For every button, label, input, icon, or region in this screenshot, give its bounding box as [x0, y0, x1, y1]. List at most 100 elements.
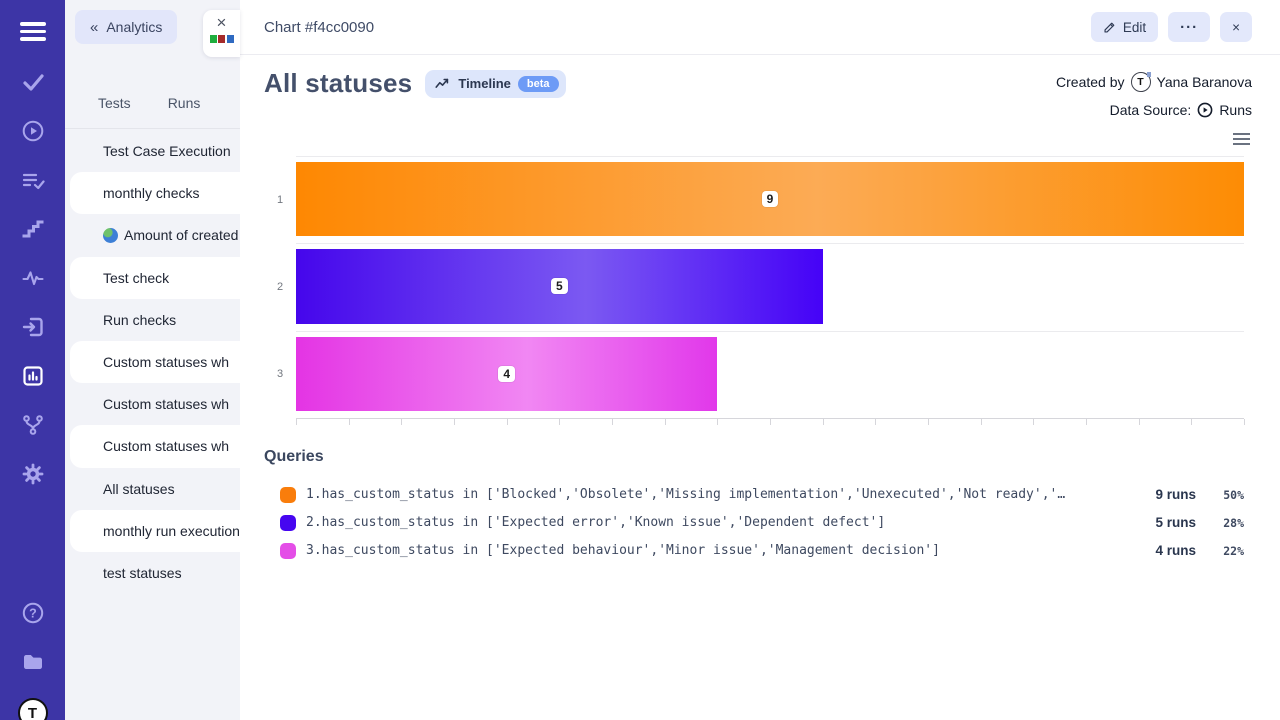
- sidebar-item-test-check[interactable]: Test check: [70, 256, 240, 299]
- chart-menu-icon[interactable]: [1231, 131, 1252, 147]
- page-title: Chart #f4cc0090: [264, 18, 375, 36]
- globe-icon: [103, 227, 118, 243]
- sidebar-item-monthly-checks[interactable]: monthly checks: [70, 172, 240, 215]
- axis-tick: [506, 418, 508, 425]
- ellipsis-icon: ···: [1180, 18, 1199, 36]
- main-header: Chart #f4cc0090 Edit ··· ×: [240, 0, 1280, 55]
- timeline-badge[interactable]: Timeline beta: [425, 69, 566, 98]
- close-icon: ×: [1232, 19, 1240, 35]
- more-button[interactable]: ···: [1168, 12, 1211, 42]
- query-text: 1.has_custom_status in ['Blocked','Obsol…: [306, 487, 1066, 503]
- sidebar-item-monthly-run-execution[interactable]: monthly run execution: [70, 509, 240, 552]
- axis-tick: [927, 418, 929, 425]
- bar-chart: 1 9 2 5 3 4: [264, 156, 1252, 426]
- sidebar-item-run-checks[interactable]: Run checks: [103, 311, 177, 328]
- query-text: 2.has_custom_status in ['Expected error'…: [306, 515, 886, 531]
- sidebar-item-custom-statuses-3[interactable]: Custom statuses wh: [70, 425, 240, 468]
- bar-track: 4: [296, 330, 1244, 418]
- gear-icon[interactable]: [20, 461, 46, 487]
- analytics-panel-header: « Analytics ×: [65, 0, 240, 57]
- sidebar-item-custom-statuses-2[interactable]: Custom statuses wh: [103, 396, 230, 413]
- query-percent: 50%: [1223, 487, 1244, 502]
- bar-3[interactable]: 4: [296, 336, 718, 411]
- app-rail: ? T: [0, 0, 65, 720]
- chart-meta: Created by T Yana Baranova Data Source: …: [1056, 68, 1252, 124]
- app-logo[interactable]: T: [17, 698, 48, 720]
- bar-track: 9: [296, 156, 1244, 243]
- axis-tick: [296, 418, 297, 425]
- chart-content: All statuses Timeline beta Created by T …: [240, 55, 1280, 720]
- axis-tick: [1138, 418, 1140, 425]
- branch-icon[interactable]: [20, 412, 46, 438]
- play-circle-icon[interactable]: [20, 118, 46, 144]
- queries-section: Queries 1.has_custom_status in ['Blocked…: [264, 448, 1252, 565]
- list-check-icon[interactable]: [20, 167, 46, 193]
- sidebar-item-test-statuses[interactable]: test statuses: [103, 564, 182, 581]
- edit-button-label: Edit: [1122, 19, 1147, 35]
- query-row: 1.has_custom_status in ['Blocked','Obsol…: [264, 481, 1252, 509]
- import-icon[interactable]: [20, 314, 46, 340]
- main-area: Chart #f4cc0090 Edit ··· × All statuses …: [240, 0, 1280, 720]
- axis-tick: [348, 418, 350, 425]
- sidebar-item-custom-statuses-1[interactable]: Custom statuses wh: [70, 340, 240, 384]
- query-percent: 22%: [1223, 543, 1244, 558]
- axis-tick: [611, 418, 613, 425]
- axis-tick: [717, 418, 719, 425]
- steps-icon[interactable]: [20, 216, 46, 242]
- rail-bottom-group: ? T: [17, 600, 48, 720]
- query-color-swatch: [280, 514, 296, 531]
- query-row: 3.has_custom_status in ['Expected behavi…: [264, 537, 1252, 565]
- panel-close-icon[interactable]: ×: [216, 13, 227, 32]
- bar-value: 5: [550, 278, 568, 295]
- tab-tests[interactable]: Tests: [98, 95, 131, 111]
- tab-runs[interactable]: Runs: [167, 95, 201, 111]
- timeline-label: Timeline: [458, 76, 511, 91]
- author-name: Yana Baranova: [1156, 74, 1252, 90]
- sidebar-item-test-case-execution[interactable]: Test Case Execution: [103, 143, 231, 160]
- close-button[interactable]: ×: [1220, 12, 1252, 42]
- bar-track: 5: [296, 243, 1244, 330]
- query-color-swatch: [280, 542, 296, 559]
- help-icon[interactable]: ?: [20, 600, 46, 626]
- analytics-panel: « Analytics × Tests Runs Test Case Execu…: [65, 0, 240, 720]
- bar-row: 3 4: [264, 330, 1252, 418]
- beta-badge: beta: [517, 75, 559, 92]
- query-runs: 5 runs: [1155, 515, 1196, 531]
- bar-row: 1 9: [264, 156, 1252, 243]
- trend-up-icon: [435, 78, 449, 88]
- axis-tick: [401, 418, 403, 425]
- axis-tick: [1033, 418, 1035, 425]
- bar-label: 2: [276, 280, 284, 293]
- bar-value: 9: [761, 191, 779, 208]
- axis-tick: [1244, 418, 1245, 425]
- title-row: All statuses Timeline beta Created by T …: [264, 68, 1252, 124]
- bar-1[interactable]: 9: [296, 162, 1244, 237]
- x-axis: [296, 417, 1245, 426]
- sidebar-item-amount-of-created[interactable]: Amount of created: [65, 214, 240, 256]
- query-row: 2.has_custom_status in ['Expected error'…: [264, 509, 1252, 537]
- axis-tick: [453, 418, 455, 425]
- check-icon[interactable]: [20, 69, 46, 95]
- pencil-icon: [1104, 22, 1115, 33]
- back-chevrons-icon: «: [90, 18, 99, 36]
- bar-value: 4: [498, 365, 515, 382]
- bar-label: 3: [276, 368, 284, 381]
- panel-tabs: Tests Runs: [65, 56, 240, 129]
- bar-chart-icon[interactable]: [20, 363, 46, 389]
- axis-tick: [822, 418, 824, 425]
- pulse-icon[interactable]: [20, 265, 46, 291]
- axis-tick: [770, 418, 771, 425]
- edit-button[interactable]: Edit: [1090, 12, 1159, 42]
- mini-chart-icon: [209, 35, 234, 43]
- svg-text:?: ?: [29, 607, 37, 621]
- axis-tick: [875, 418, 877, 425]
- axis-tick: [559, 418, 561, 425]
- query-runs: 4 runs: [1155, 543, 1196, 559]
- query-percent: 28%: [1223, 515, 1244, 530]
- menu-icon[interactable]: [19, 22, 46, 41]
- data-source: Data Source: Runs: [1056, 96, 1252, 124]
- sidebar-item-all-statuses[interactable]: All statuses: [103, 480, 175, 497]
- folder-icon[interactable]: [20, 649, 46, 675]
- analytics-back-button[interactable]: « Analytics: [75, 10, 178, 44]
- bar-2[interactable]: 5: [296, 249, 823, 324]
